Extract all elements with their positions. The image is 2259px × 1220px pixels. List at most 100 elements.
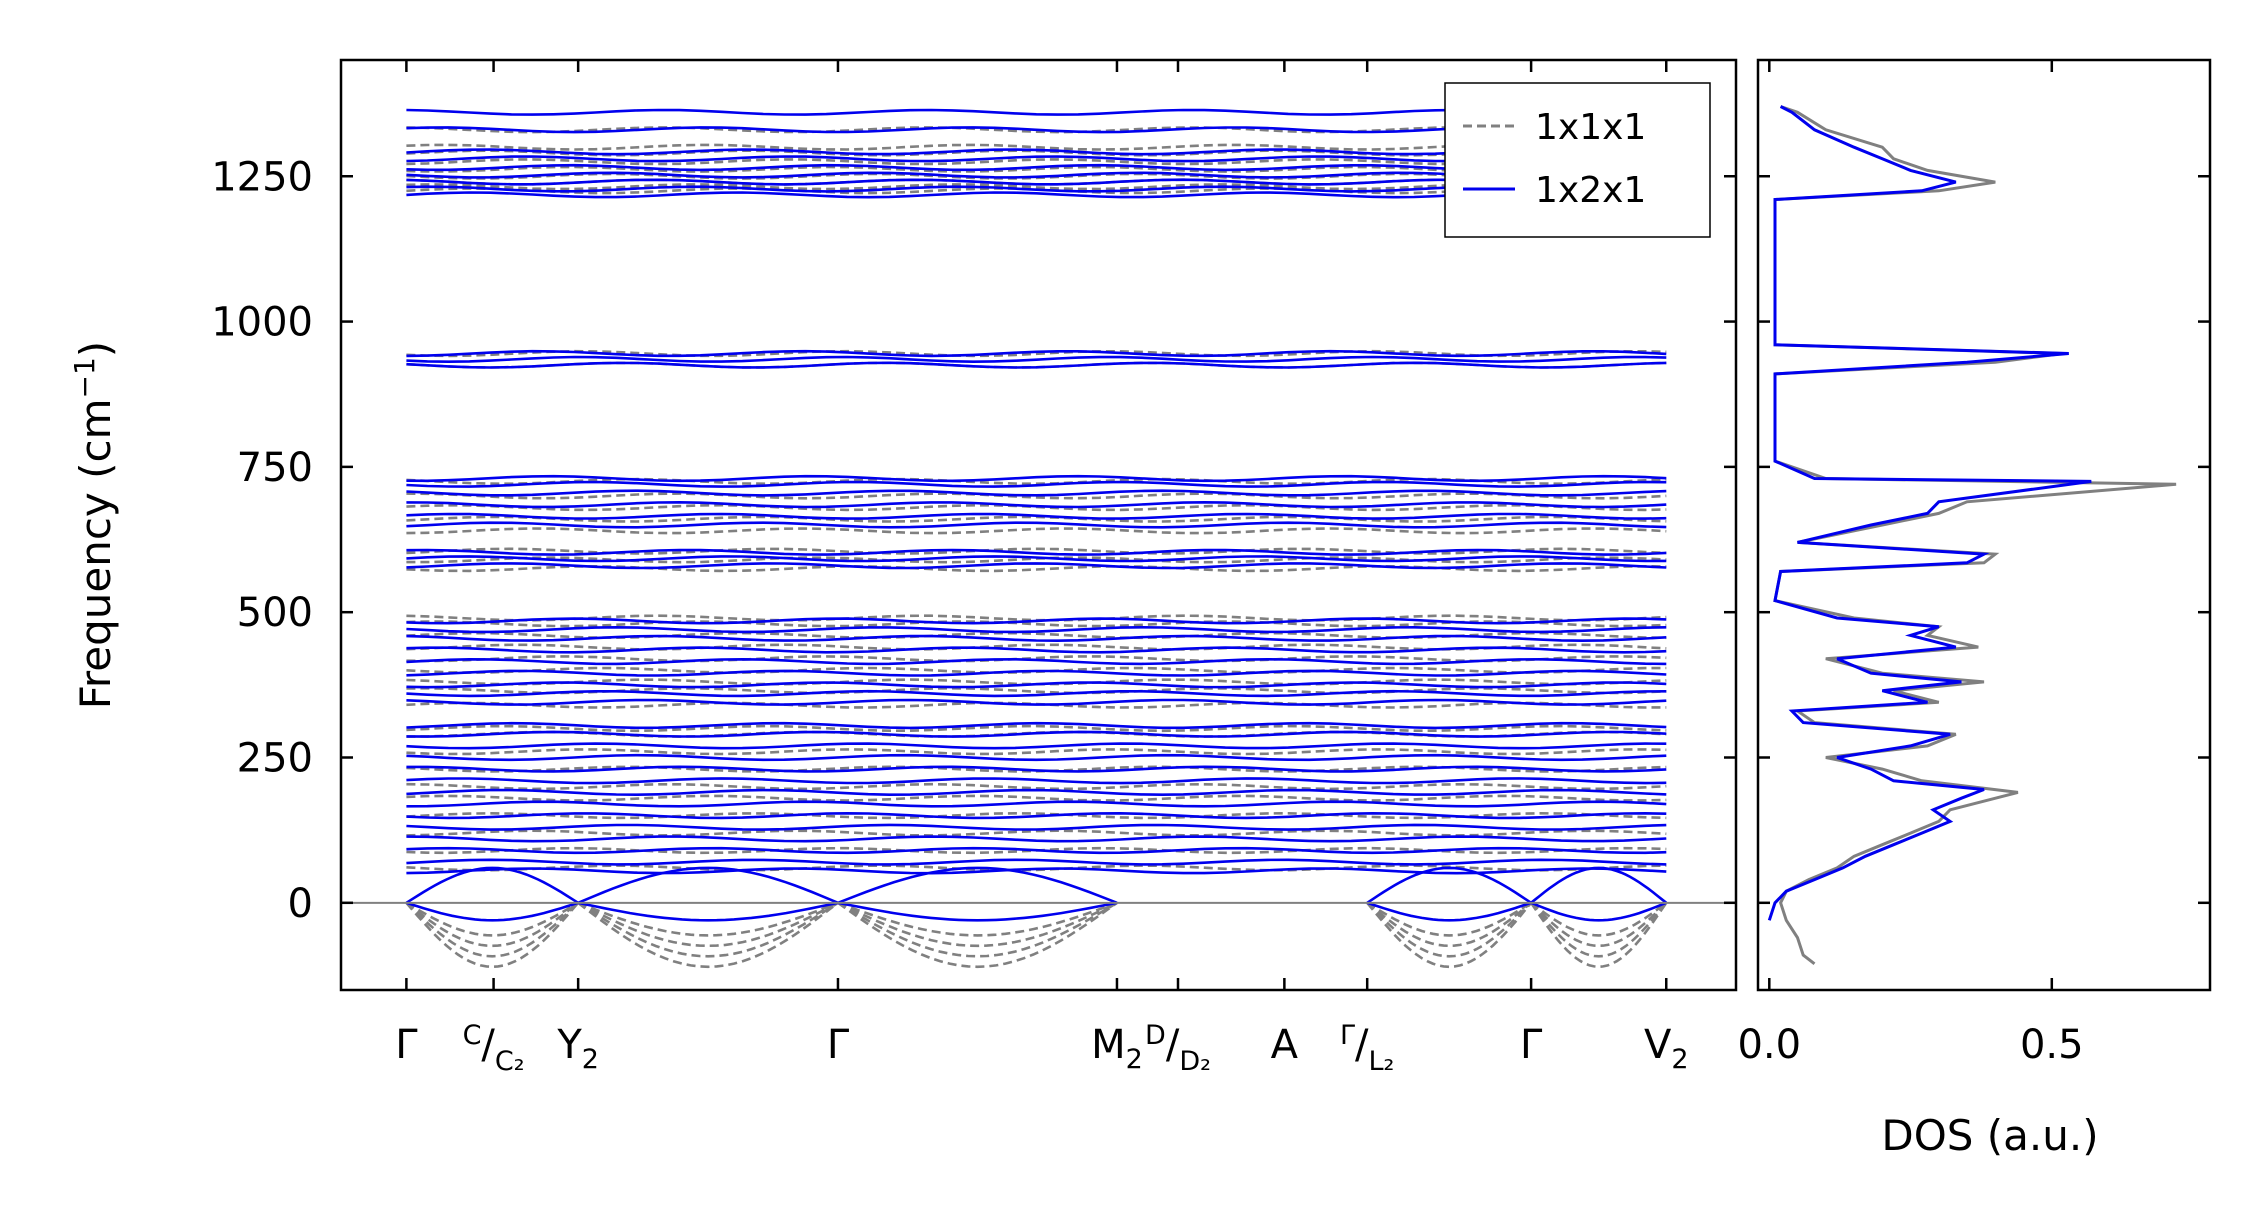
band-ytick-label-3: 750 bbox=[237, 445, 313, 491]
branch-1x1x1-3-2 bbox=[1366, 901, 1532, 948]
branch-1x2x1-2-1 bbox=[837, 901, 1118, 922]
band-panel-frame bbox=[339, 58, 1738, 992]
band-1x2x1-20 bbox=[406, 548, 1667, 556]
band-1x2x1-40 bbox=[406, 753, 1667, 762]
band-1x2x1-19 bbox=[406, 555, 1667, 563]
branch-1x2x1-2-0 bbox=[837, 866, 1118, 905]
band-1x2x1-10 bbox=[406, 355, 1667, 364]
band-ytick-label-1: 250 bbox=[237, 736, 313, 782]
dos-panel: 0.0 0.5 DOS (a.u.) bbox=[1737, 58, 2212, 1160]
legend-label-1x1x1: 1x1x1 bbox=[1535, 107, 1646, 148]
branch-1x1x1-1-2 bbox=[577, 901, 839, 948]
branch-1x1x1-0-1 bbox=[405, 901, 580, 958]
band-xtick-label-1: C/C₂ bbox=[463, 1020, 525, 1077]
band-1x2x1-11 bbox=[406, 349, 1667, 358]
band-xtick-label-6: A bbox=[1271, 1022, 1299, 1068]
dos-x-axis-label: DOS (a.u.) bbox=[1881, 1111, 2098, 1160]
band-1x1x1-11 bbox=[406, 527, 1667, 535]
band-1x2x1-14 bbox=[406, 500, 1667, 509]
band-ytick-label-2: 500 bbox=[237, 590, 313, 636]
branch-1x1x1-1-1 bbox=[577, 901, 839, 958]
branch-1x1x1-3-1 bbox=[1366, 901, 1533, 958]
branch-1x1x1-3-3 bbox=[1366, 901, 1532, 937]
band-1x2x1-25 bbox=[406, 657, 1667, 666]
dos-line-1x2x1 bbox=[1767, 105, 2092, 921]
band-xtick-label-9: V2 bbox=[1644, 1022, 1689, 1075]
dos-xtick-label-0: 0.0 bbox=[1737, 1022, 1801, 1068]
band-1x2x1-18 bbox=[406, 562, 1667, 570]
band-x-ticks: Γ C/C₂ Y2 Γ M2D/D₂ A Γ/L₂ Γ V2 bbox=[395, 60, 1689, 1077]
band-1x1x1-23 bbox=[406, 655, 1667, 663]
band-1x2x1-26 bbox=[406, 646, 1667, 654]
band-xtick-label-7: Γ/L₂ bbox=[1340, 1020, 1394, 1077]
band-1x1x1-14 bbox=[406, 492, 1667, 500]
band-1x2x1-23 bbox=[406, 681, 1667, 689]
branch-1x1x1-3-0 bbox=[1366, 901, 1533, 969]
band-1x2x1-37 bbox=[406, 788, 1667, 797]
band-ytick-label-4: 1000 bbox=[211, 300, 313, 346]
dos-y-ticks bbox=[1758, 175, 2210, 905]
branch-1x1x1-2-2 bbox=[837, 901, 1118, 948]
band-ytick-label-5: 1250 bbox=[211, 154, 313, 200]
branch-1x1x1-4-3 bbox=[1530, 901, 1668, 937]
band-lines-group bbox=[405, 108, 1668, 969]
band-xtick-label-3: Γ bbox=[827, 1022, 850, 1068]
branch-1x2x1-0-0 bbox=[405, 866, 579, 904]
branch-1x1x1-4-1 bbox=[1530, 901, 1668, 958]
branch-1x1x1-2-3 bbox=[837, 901, 1118, 937]
band-1x2x1-38 bbox=[406, 777, 1667, 785]
band-1x1x1-32 bbox=[406, 794, 1667, 802]
band-1x2x1-12 bbox=[406, 521, 1667, 529]
band-y-ticks: 0 250 500 750 1000 1250 bbox=[211, 154, 1736, 927]
branch-1x1x1-1-3 bbox=[577, 901, 839, 937]
branch-1x1x1-2-0 bbox=[837, 901, 1118, 969]
band-1x2x1-31 bbox=[406, 858, 1667, 866]
band-1x2x1-27 bbox=[406, 634, 1667, 643]
band-1x2x1-16 bbox=[406, 480, 1667, 488]
band-1x1x1-30 bbox=[406, 829, 1667, 837]
band-1x2x1-22 bbox=[406, 689, 1667, 698]
dos-lines-group bbox=[1767, 105, 2177, 965]
branch-1x2x1-1-1 bbox=[577, 901, 839, 922]
branch-1x2x1-3-0 bbox=[1366, 866, 1532, 904]
band-1x2x1-39 bbox=[406, 765, 1667, 773]
band-1x1x1-35 bbox=[406, 748, 1667, 756]
branch-1x2x1-4-1 bbox=[1530, 901, 1667, 922]
band-structure-panel: 0 250 500 750 1000 1250 Γ C/C₂ Y2 Γ M2D/D₂ A Γ/L₂ Γ V… bbox=[68, 58, 1738, 1077]
band-1x2x1-43 bbox=[406, 721, 1667, 730]
band-1x2x1-36 bbox=[406, 800, 1667, 808]
band-xtick-label-4: M2 bbox=[1091, 1022, 1143, 1075]
band-xtick-label-2: Y2 bbox=[556, 1022, 599, 1075]
branch-1x1x1-1-0 bbox=[577, 901, 839, 969]
dos-x-ticks: 0.0 0.5 bbox=[1737, 60, 2084, 1068]
dos-line-1x1x1 bbox=[1773, 105, 2177, 965]
band-1x2x1-24 bbox=[406, 669, 1667, 677]
band-1x1x1-33 bbox=[406, 782, 1667, 791]
branch-1x1x1-4-2 bbox=[1530, 901, 1668, 948]
band-1x2x1-21 bbox=[406, 698, 1667, 706]
band-1x2x1-41 bbox=[406, 742, 1667, 750]
branch-1x1x1-0-2 bbox=[405, 901, 579, 948]
band-1x2x1-13 bbox=[406, 512, 1667, 520]
band-1x2x1-33 bbox=[406, 835, 1667, 843]
legend: 1x1x1 1x2x1 bbox=[1444, 82, 1711, 238]
band-1x2x1-17 bbox=[406, 474, 1667, 483]
branch-1x2x1-0-1 bbox=[406, 901, 579, 922]
branch-1x1x1-0-0 bbox=[405, 901, 580, 969]
band-1x2x1-28 bbox=[406, 625, 1667, 634]
band-1x1x1-37 bbox=[406, 724, 1667, 733]
dos-panel-frame bbox=[1756, 58, 2212, 992]
branch-1x2x1-1-0 bbox=[577, 866, 839, 905]
band-1x2x1-15 bbox=[406, 489, 1667, 497]
band-1x2x1-42 bbox=[406, 730, 1667, 738]
legend-box bbox=[1444, 82, 1711, 238]
band-1x2x1-32 bbox=[406, 846, 1667, 855]
legend-label-1x2x1: 1x2x1 bbox=[1535, 170, 1646, 211]
dos-xtick-label-1: 0.5 bbox=[2020, 1022, 2084, 1068]
y-axis-label: Frequency (cm−1) bbox=[68, 341, 120, 709]
branch-1x2x1-3-1 bbox=[1366, 901, 1532, 922]
band-1x2x1-35 bbox=[406, 811, 1667, 820]
band-ytick-label-0: 0 bbox=[288, 881, 313, 927]
band-1x2x1-9 bbox=[406, 361, 1667, 369]
